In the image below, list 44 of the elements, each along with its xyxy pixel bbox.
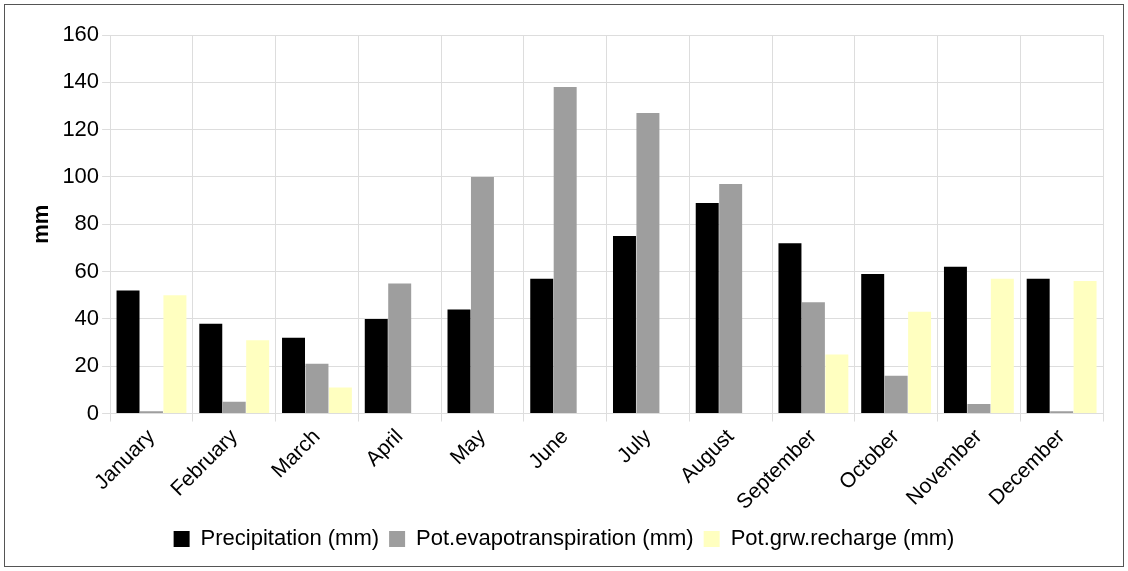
legend-label: Pot.grw.recharge (mm) [730,525,955,551]
bar [778,243,802,414]
bar [364,318,388,414]
bar [1073,281,1097,414]
bar [967,404,991,414]
bar [1026,278,1050,414]
bar [636,113,660,414]
y-tick-label: 160 [62,21,100,47]
x-tick-label: July [612,423,656,467]
bar [908,311,932,414]
bar [719,184,743,414]
bar [990,278,1014,414]
bar [943,266,967,414]
bar [222,401,246,414]
legend-label: Pot.evapotranspiration (mm) [416,525,694,551]
legend-label: Precipitation (mm) [200,525,380,551]
bar [388,283,412,414]
bar [884,375,908,414]
y-axis-title: mm [28,204,54,244]
bar [553,87,577,414]
bar [801,302,825,414]
bar [612,236,636,414]
y-tick-label: 60 [74,257,100,283]
bar [825,354,849,414]
y-tick-label: 120 [62,115,100,141]
bar [116,290,140,414]
bar [282,337,305,414]
bar [246,340,270,414]
y-tick-label: 0 [86,399,100,425]
x-tick-label: May [445,423,490,469]
y-tick-label: 100 [62,163,100,189]
bar [447,309,471,414]
bar [199,323,223,414]
y-tick-label: 40 [74,304,100,330]
bar [163,295,187,414]
bar [695,202,719,414]
y-tick-label: 80 [74,210,100,236]
bar [530,278,554,414]
bar [861,273,885,414]
y-tick-label: 140 [62,68,100,94]
bar [305,363,329,414]
bar [328,387,352,414]
bar [470,176,494,414]
y-tick-label: 20 [74,352,100,378]
